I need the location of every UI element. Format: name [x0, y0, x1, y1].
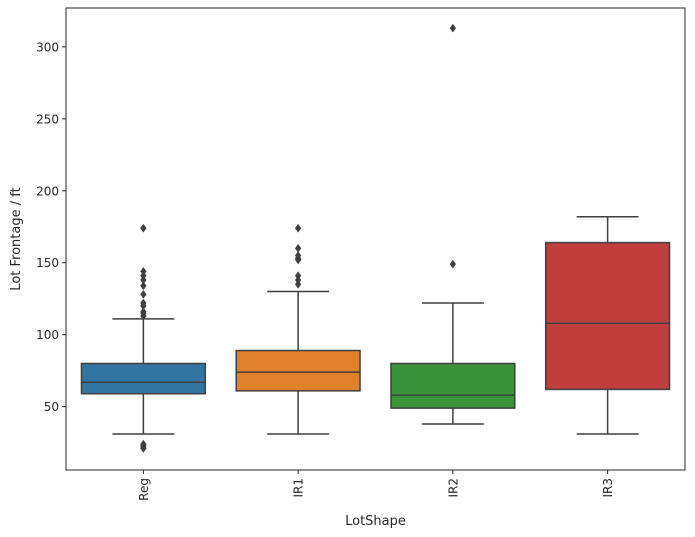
x-tick-label: IR1: [292, 478, 306, 498]
outlier-point: [294, 243, 302, 253]
y-tick-label: 150: [36, 256, 59, 270]
y-tick-label: 100: [36, 328, 59, 342]
y-tick-label: 50: [44, 400, 59, 414]
y-axis-label: Lot Frontage / ft: [9, 187, 24, 290]
outlier-point: [140, 298, 147, 308]
box-IR3: [544, 215, 671, 435]
outlier-point: [294, 251, 302, 260]
box-IR1: [235, 223, 361, 435]
outlier-point: [140, 281, 147, 291]
y-tick-label: 300: [36, 40, 59, 54]
x-tick-label: IR2: [446, 478, 460, 498]
outlier-point: [449, 23, 457, 33]
outlier-point: [140, 307, 147, 317]
box-iqr: [235, 349, 361, 392]
box-iqr: [390, 362, 516, 409]
outlier-point: [140, 266, 147, 276]
outlier-point: [140, 289, 147, 299]
outlier-point: [140, 223, 147, 233]
box-Reg: [80, 223, 207, 453]
outlier-point: [449, 259, 457, 269]
outlier-point: [294, 271, 302, 281]
x-axis-ticks: Reg IR1 IR2 IR3: [137, 470, 615, 501]
box-IR2: [390, 23, 516, 425]
boxes-layer: [80, 23, 671, 453]
plot-area: [66, 8, 685, 470]
outlier-point: [140, 439, 147, 449]
y-axis-ticks: 50 100 150 200 250 300: [36, 40, 66, 414]
x-tick-label: IR3: [601, 478, 615, 498]
x-axis-label: LotShape: [345, 514, 406, 529]
outlier-point: [294, 223, 302, 233]
y-tick-label: 250: [36, 112, 59, 126]
box-iqr: [544, 241, 671, 391]
x-tick-label: Reg: [137, 478, 151, 501]
y-tick-label: 200: [36, 184, 59, 198]
plot-frame: [65, 7, 686, 471]
box-iqr: [80, 362, 207, 395]
